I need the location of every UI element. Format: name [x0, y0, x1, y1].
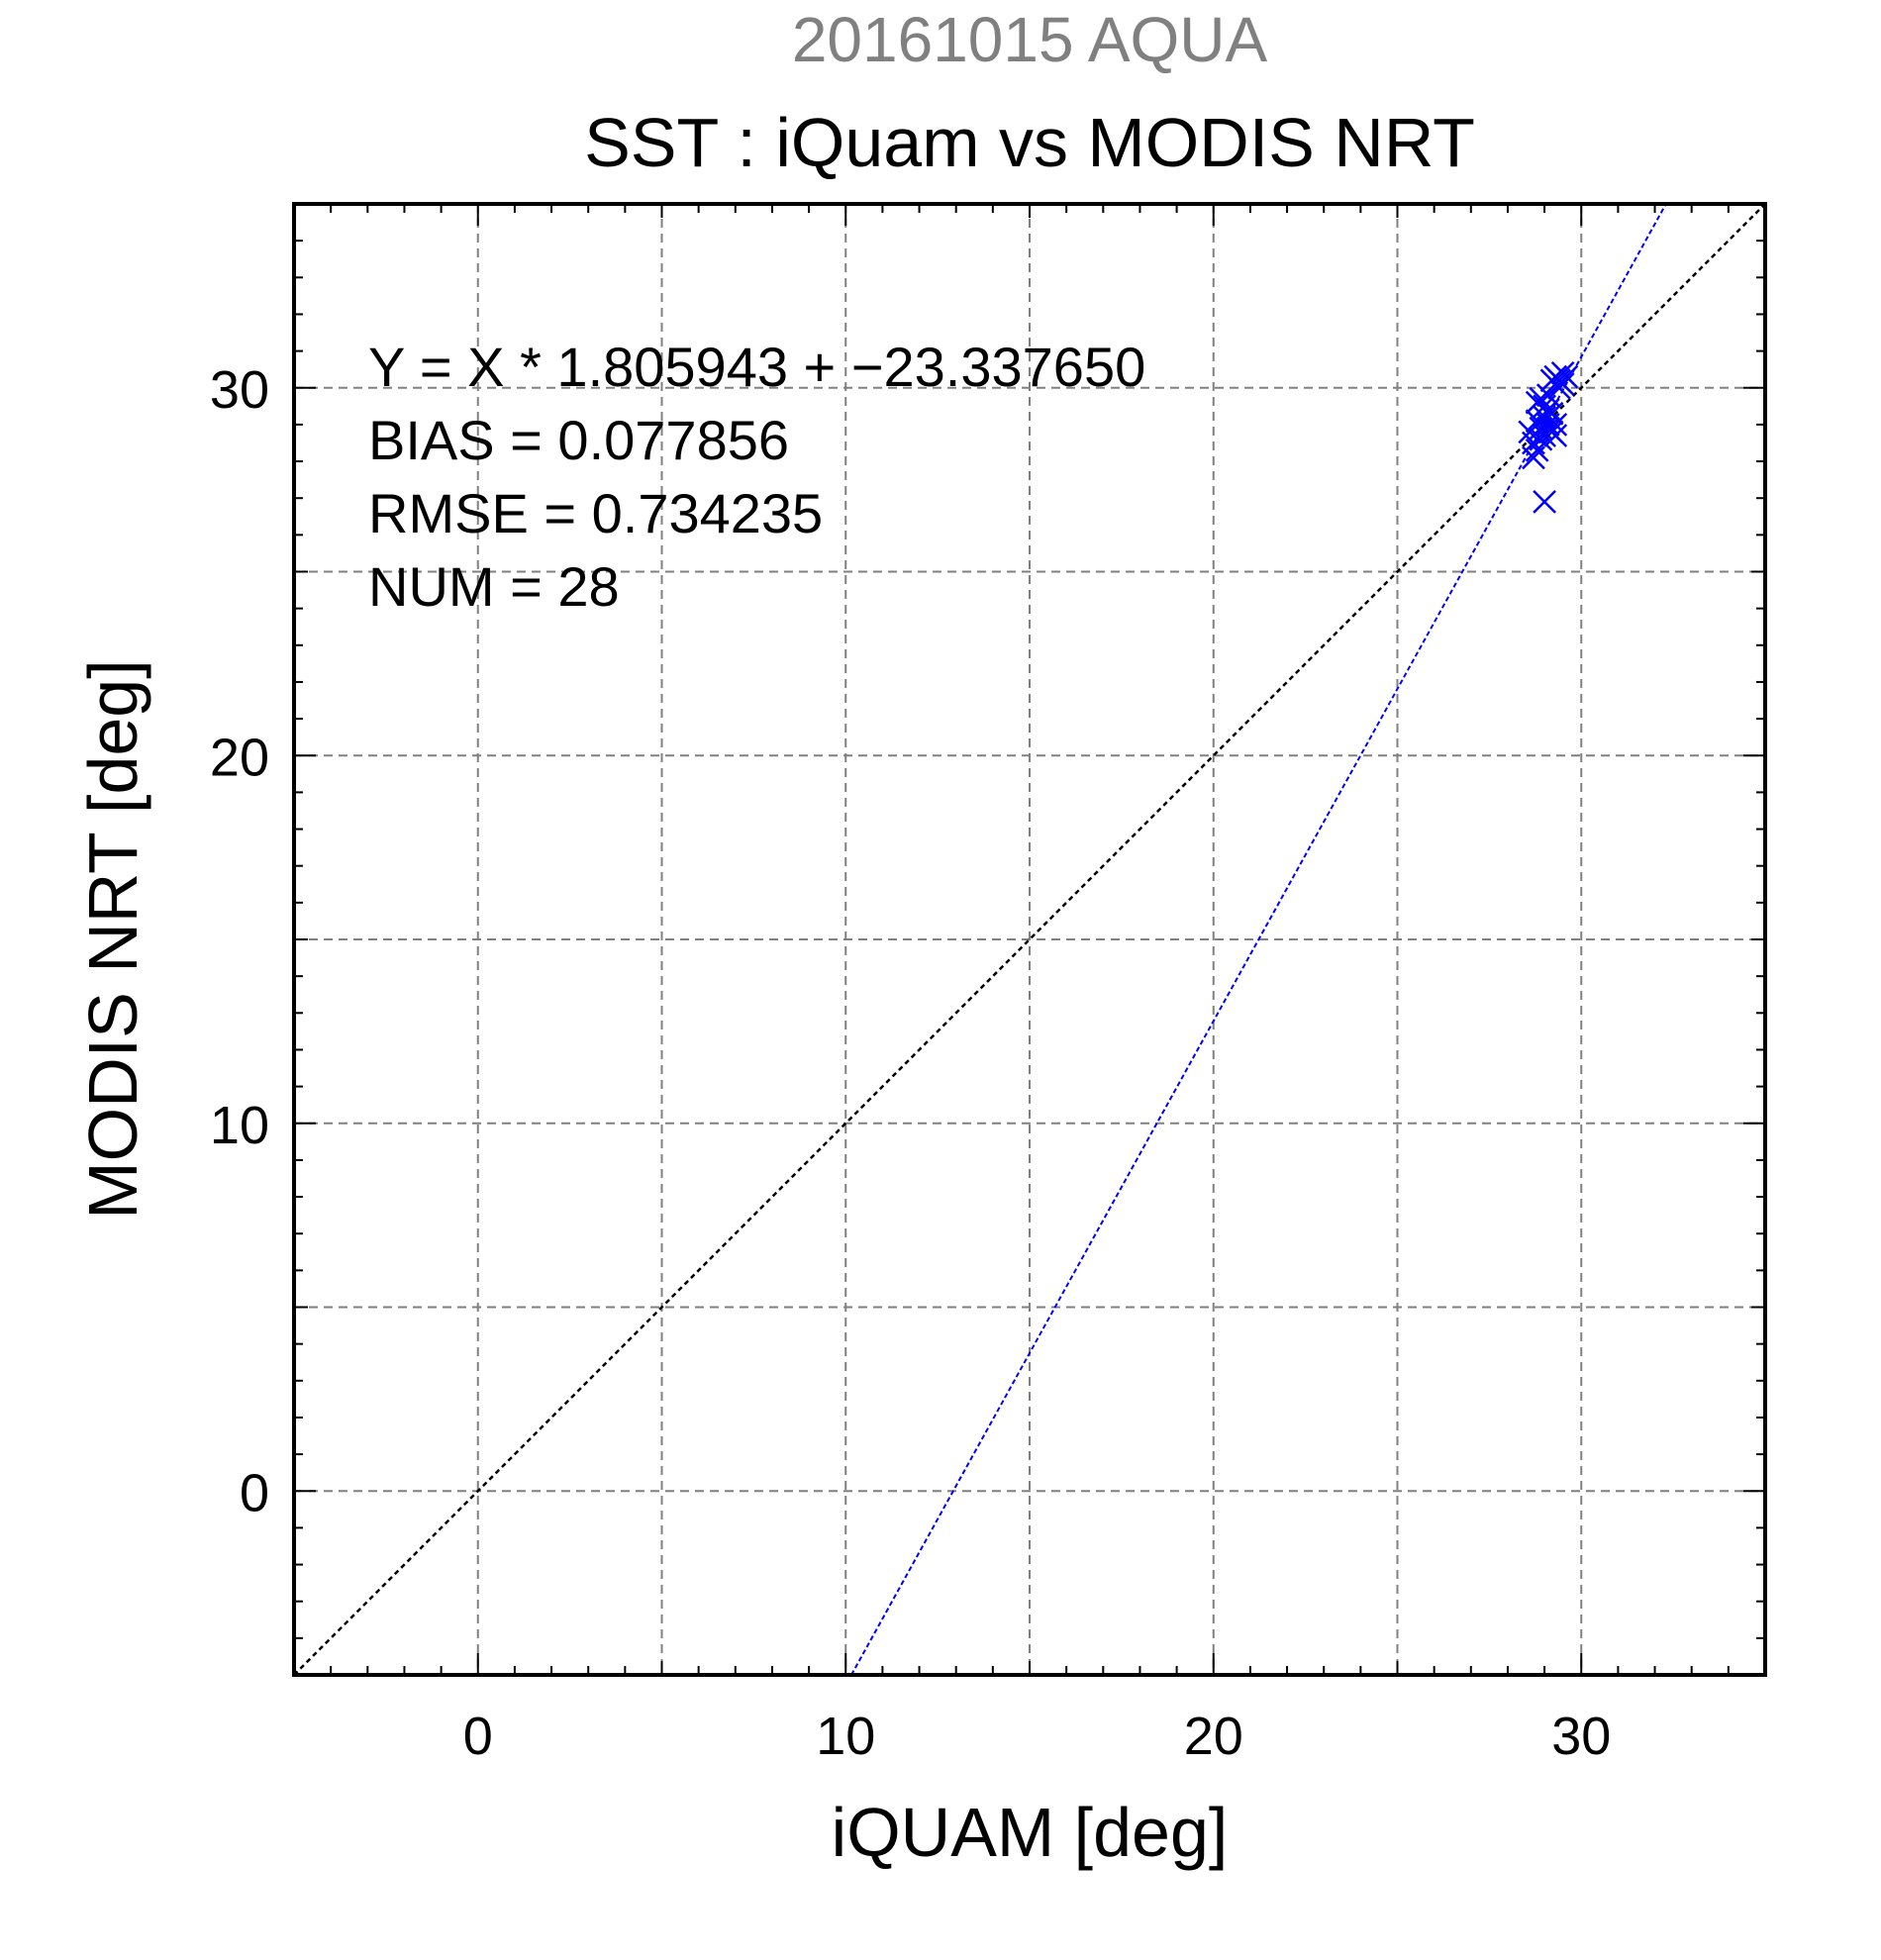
stats-annotation: Y = X * 1.805943 + −23.337650 BIAS = 0.07… — [368, 336, 1145, 618]
data-point — [1535, 383, 1560, 408]
data-point-stroke — [1533, 490, 1556, 514]
plot-area-frame — [292, 202, 1767, 1677]
data-point — [1543, 424, 1568, 447]
data-point — [1522, 445, 1545, 470]
stats-line: Y = X * 1.805943 + −23.337650 — [368, 336, 1145, 398]
chart-suptitle: 20161015 AQUA — [792, 4, 1268, 75]
x-tick-label: 0 — [463, 1707, 493, 1766]
data-point-stroke — [1533, 424, 1556, 447]
reference-lines — [294, 204, 1765, 1675]
y-tick-label: 10 — [210, 1096, 269, 1155]
regression-fit-line — [850, 204, 1667, 1675]
data-point — [1533, 490, 1556, 514]
data-point-stroke — [1525, 409, 1549, 434]
x-tick-label: 10 — [816, 1707, 875, 1766]
data-point-stroke — [1535, 383, 1560, 408]
y-tick-label: 20 — [210, 728, 269, 787]
stats-line: BIAS = 0.077856 — [368, 409, 789, 471]
chart-title: SST : iQuam vs MODIS NRT — [584, 104, 1475, 181]
stats-line: NUM = 28 — [368, 555, 620, 618]
grid — [294, 204, 1765, 1675]
x-tick-label: 20 — [1184, 1707, 1243, 1766]
data-point-stroke — [1522, 445, 1545, 470]
stats-line: RMSE = 0.734235 — [368, 482, 823, 544]
y-axis-label: MODIS NRT [deg] — [74, 659, 151, 1219]
data-point — [1550, 372, 1575, 396]
tick-labels: 0 10 20 30 0 10 20 30 — [210, 360, 1611, 1766]
data-point — [1529, 416, 1553, 441]
data-point-stroke — [1529, 416, 1553, 441]
x-axis-label: iQUAM [deg] — [832, 1794, 1229, 1871]
x-tick-label: 30 — [1551, 1707, 1611, 1766]
data-point — [1554, 364, 1579, 389]
y-tick-label: 0 — [240, 1463, 269, 1522]
data-point — [1525, 409, 1549, 434]
data-points — [1518, 361, 1579, 514]
y-tick-label: 30 — [210, 360, 269, 420]
data-point-stroke — [1529, 387, 1553, 411]
data-point — [1529, 387, 1553, 411]
data-point-stroke — [1543, 424, 1568, 447]
data-point-stroke — [1550, 372, 1575, 396]
data-point-stroke — [1554, 364, 1579, 389]
data-point — [1533, 424, 1556, 447]
